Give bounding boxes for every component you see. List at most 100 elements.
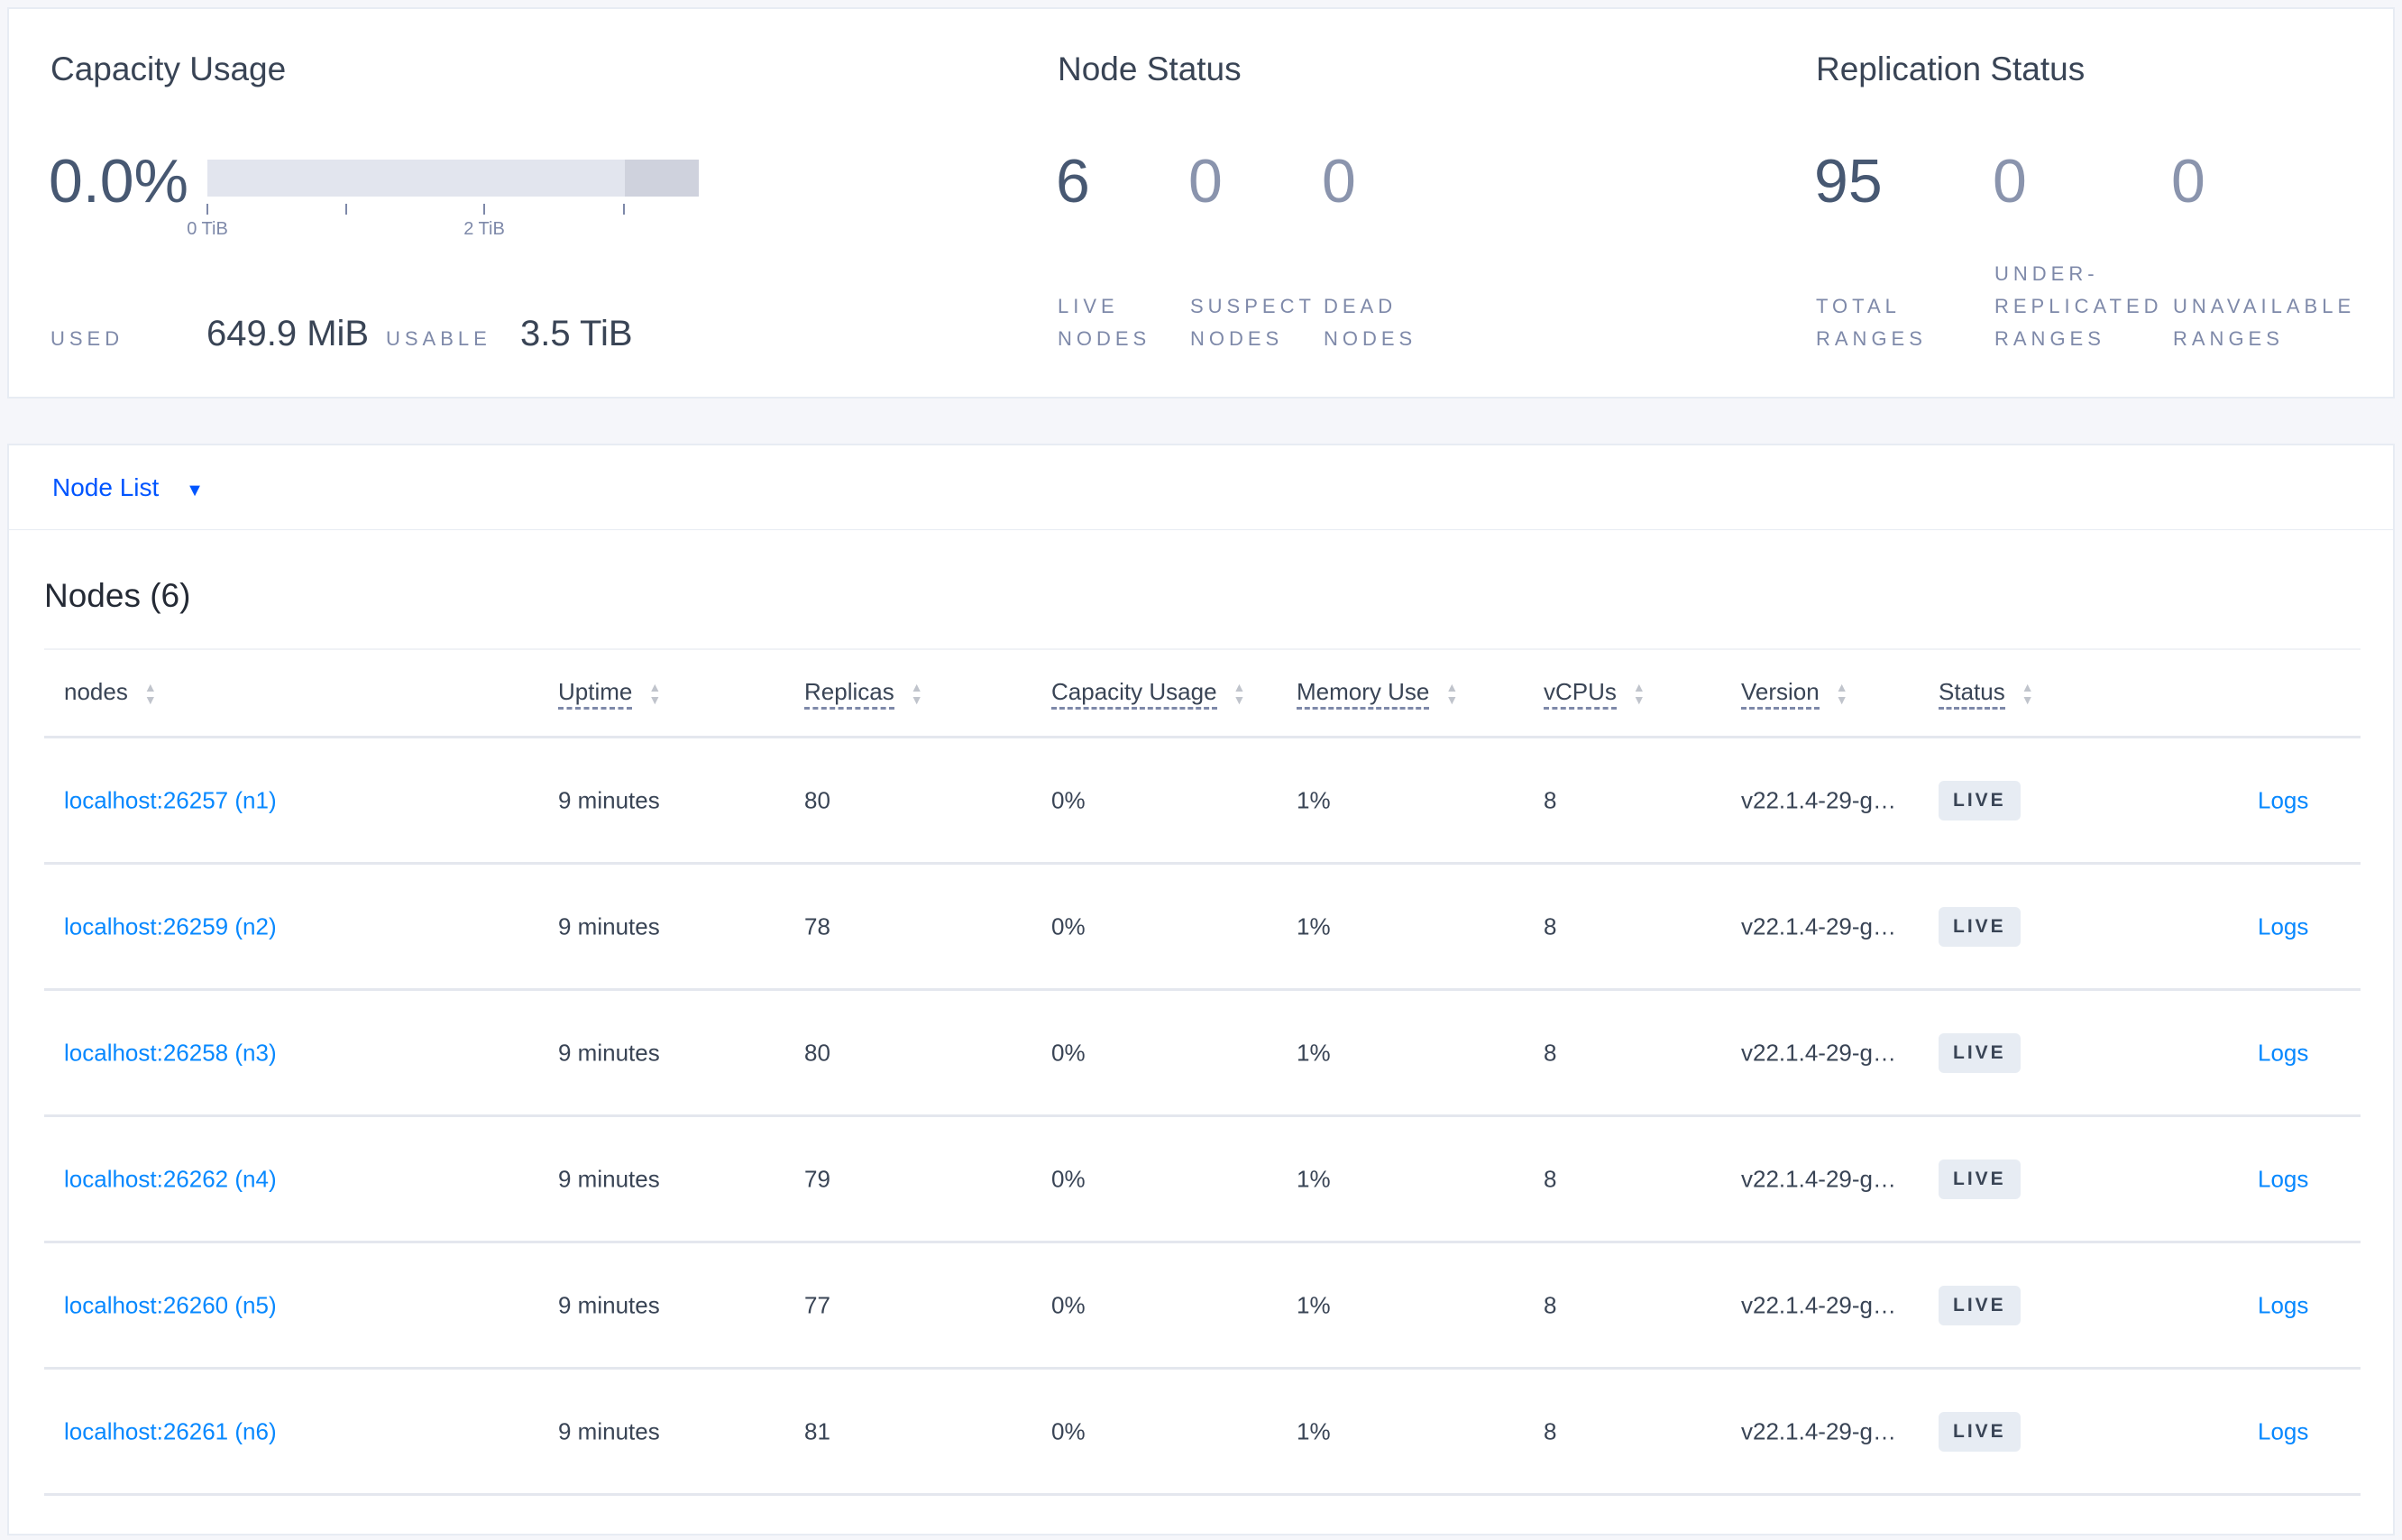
logs-link[interactable]: Logs — [2258, 912, 2309, 940]
logs-link[interactable]: Logs — [2258, 1417, 2309, 1444]
status-badge: LIVE — [1939, 906, 2021, 947]
usable-value: 3.5 TiB — [520, 314, 633, 353]
vcpus-cell: 8 — [1544, 1039, 1557, 1066]
uptime-cell: 9 minutes — [558, 912, 660, 940]
memory-cell: 1% — [1297, 912, 1331, 940]
uptime-cell: 9 minutes — [558, 1291, 660, 1318]
node-link[interactable]: localhost:26260 (n5) — [64, 1291, 277, 1318]
vcpus-cell: 8 — [1544, 912, 1557, 940]
capacity-cell: 0% — [1051, 1165, 1086, 1192]
used-label: USED — [50, 327, 124, 350]
axis-tick — [345, 204, 347, 215]
sort-icon: ▲ ▼ — [2021, 680, 2034, 708]
replicas-cell: 77 — [804, 1291, 830, 1318]
dropdown-label: Node List — [52, 473, 160, 501]
memory-cell: 1% — [1297, 1039, 1331, 1066]
node-status-title: Node Status — [1058, 50, 1242, 87]
axis-tick — [623, 204, 625, 215]
replication-title: Replication Status — [1816, 50, 2086, 87]
axis-tick — [206, 204, 208, 215]
unavailable-count: 0 — [2171, 147, 2205, 215]
version-cell: v22.1.4-29-g… — [1741, 1291, 1896, 1318]
status-badge: LIVE — [1939, 1285, 2021, 1325]
version-cell: v22.1.4-29-g… — [1741, 1039, 1896, 1066]
total-ranges-label: TOTAL RANGES — [1816, 295, 1927, 350]
uptime-cell: 9 minutes — [558, 786, 660, 813]
table-row: localhost:26260 (n5) 9 minutes 77 0% 1% 8 v22.… — [44, 1243, 2361, 1370]
caret-down-icon: ▼ — [186, 481, 204, 500]
replicas-cell: 78 — [804, 912, 830, 940]
col-memory[interactable]: Memory Use ▲ ▼ — [1297, 678, 1459, 710]
sort-icon: ▲ ▼ — [648, 680, 662, 708]
logs-link[interactable]: Logs — [2258, 1039, 2309, 1066]
total-ranges-count: 95 — [1814, 147, 1883, 215]
col-nodes[interactable]: nodes ▲ ▼ — [64, 678, 157, 708]
memory-cell: 1% — [1297, 1165, 1331, 1192]
node-list-dropdown[interactable]: Node List ▼ — [52, 473, 204, 502]
status-badge: LIVE — [1939, 1411, 2021, 1452]
dead-nodes-label: DEAD NODES — [1324, 295, 1417, 350]
capacity-cell: 0% — [1051, 1039, 1086, 1066]
col-version[interactable]: Version ▲ ▼ — [1741, 678, 1848, 710]
live-nodes-count: 6 — [1056, 147, 1090, 215]
capacity-title: Capacity Usage — [50, 50, 287, 87]
version-cell: v22.1.4-29-g… — [1741, 912, 1896, 940]
status-badge: LIVE — [1939, 1032, 2021, 1073]
table-top-divider — [44, 648, 2361, 650]
sort-icon: ▲ ▼ — [910, 680, 923, 708]
node-link[interactable]: localhost:26259 (n2) — [64, 912, 277, 940]
axis-label-2: 2 TiB — [463, 219, 505, 239]
dead-nodes-count: 0 — [1322, 147, 1356, 215]
suspect-nodes-count: 0 — [1188, 147, 1223, 215]
replicas-cell: 80 — [804, 1039, 830, 1066]
used-value: 649.9 MiB — [206, 314, 370, 353]
logs-link[interactable]: Logs — [2258, 786, 2309, 813]
node-link[interactable]: localhost:26257 (n1) — [64, 786, 277, 813]
summary-card — [7, 7, 2395, 399]
replicas-cell: 81 — [804, 1417, 830, 1444]
col-uptime[interactable]: Uptime ▲ ▼ — [558, 678, 662, 710]
col-vcpus[interactable]: vCPUs ▲ ▼ — [1544, 678, 1646, 710]
memory-cell: 1% — [1297, 786, 1331, 813]
node-link[interactable]: localhost:26258 (n3) — [64, 1039, 277, 1066]
table-row: localhost:26261 (n6) 9 minutes 81 0% 1% 8 v22.… — [44, 1370, 2361, 1496]
axis-label-0: 0 TiB — [187, 219, 228, 239]
sort-icon: ▲ ▼ — [143, 680, 157, 708]
sort-icon: ▲ ▼ — [1632, 680, 1646, 708]
col-capacity[interactable]: Capacity Usage ▲ ▼ — [1051, 678, 1245, 710]
status-badge: LIVE — [1939, 780, 2021, 820]
uptime-cell: 9 minutes — [558, 1417, 660, 1444]
uptime-cell: 9 minutes — [558, 1165, 660, 1192]
table-row: localhost:26262 (n4) 9 minutes 79 0% 1% 8 v22.… — [44, 1117, 2361, 1243]
capacity-percent: 0.0% — [49, 147, 188, 215]
node-link[interactable]: localhost:26262 (n4) — [64, 1165, 277, 1192]
suspect-nodes-label: SUSPECT NODES — [1190, 295, 1316, 350]
capacity-cell: 0% — [1051, 786, 1086, 813]
logs-link[interactable]: Logs — [2258, 1165, 2309, 1192]
table-row: localhost:26257 (n1) 9 minutes 80 0% 1% 8 v22.… — [44, 738, 2361, 865]
memory-cell: 1% — [1297, 1291, 1331, 1318]
vcpus-cell: 8 — [1544, 1165, 1557, 1192]
node-list-header — [7, 444, 2395, 531]
sort-icon: ▲ ▼ — [1445, 680, 1459, 708]
version-cell: v22.1.4-29-g… — [1741, 786, 1896, 813]
vcpus-cell: 8 — [1544, 786, 1557, 813]
replicas-cell: 80 — [804, 786, 830, 813]
version-cell: v22.1.4-29-g… — [1741, 1417, 1896, 1444]
unavailable-label: UNAVAILABLE RANGES — [2173, 295, 2356, 350]
node-link[interactable]: localhost:26261 (n6) — [64, 1417, 277, 1444]
capacity-cell: 0% — [1051, 1417, 1086, 1444]
col-replicas[interactable]: Replicas ▲ ▼ — [804, 678, 923, 710]
status-badge: LIVE — [1939, 1159, 2021, 1199]
axis-tick — [483, 204, 485, 215]
version-cell: v22.1.4-29-g… — [1741, 1165, 1896, 1192]
under-replicated-label: UNDER- REPLICATED RANGES — [1994, 262, 2163, 350]
header-divider — [44, 736, 2361, 738]
capacity-cell: 0% — [1051, 1291, 1086, 1318]
sort-icon: ▲ ▼ — [1835, 680, 1848, 708]
col-status[interactable]: Status ▲ ▼ — [1939, 678, 2034, 710]
uptime-cell: 9 minutes — [558, 1039, 660, 1066]
logs-link[interactable]: Logs — [2258, 1291, 2309, 1318]
capacity-cell: 0% — [1051, 912, 1086, 940]
table-row: localhost:26259 (n2) 9 minutes 78 0% 1% 8 v22.… — [44, 865, 2361, 991]
